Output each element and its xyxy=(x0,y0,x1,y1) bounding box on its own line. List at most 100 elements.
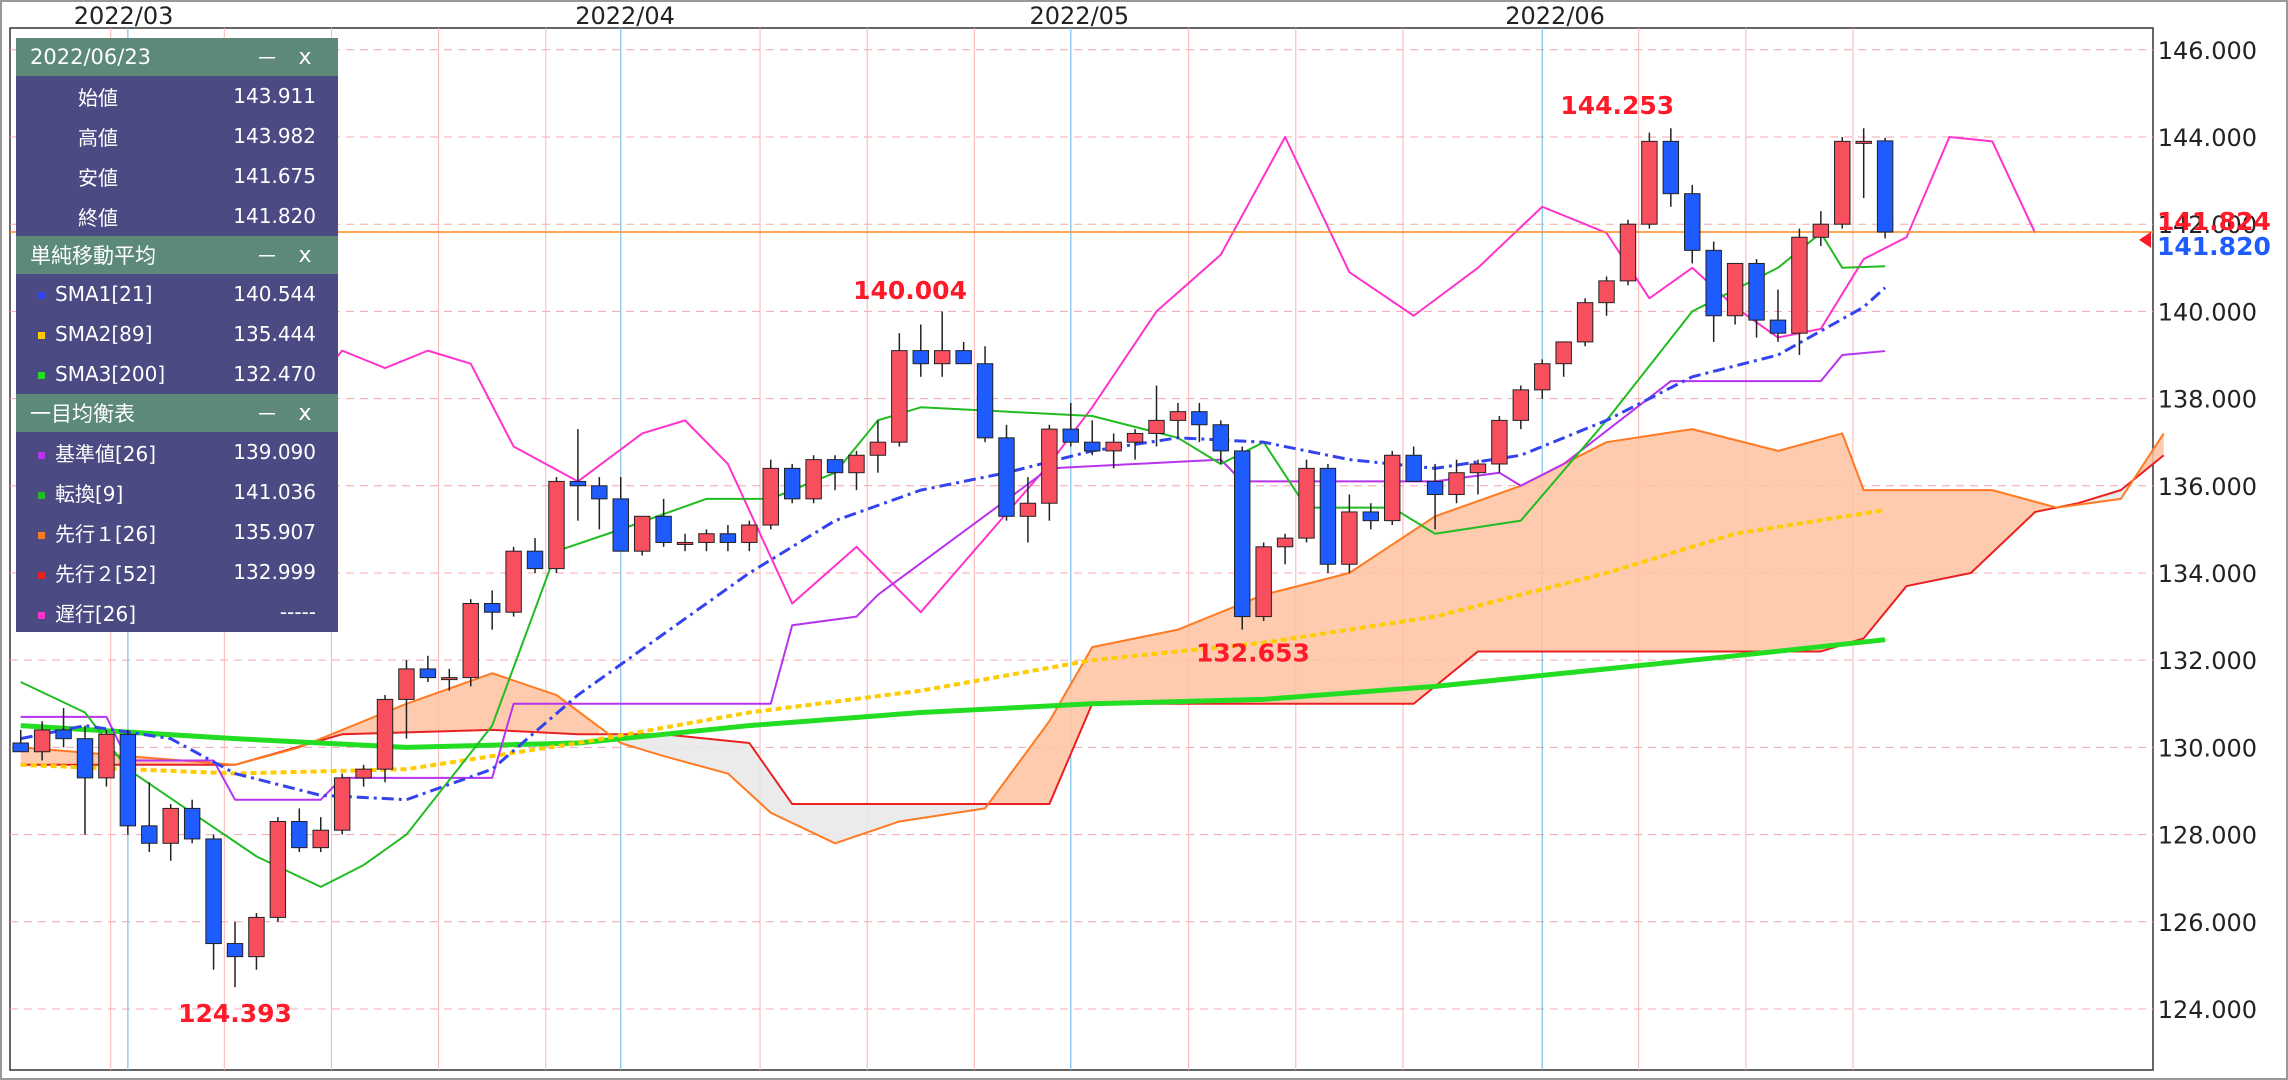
candle-up xyxy=(441,677,458,681)
candle-down xyxy=(119,733,137,827)
candle-up xyxy=(1469,463,1487,474)
ichimoku-row-senkou1: 先行１[26] 135.907 xyxy=(16,512,338,552)
sma89-line xyxy=(20,508,1886,776)
candle-up xyxy=(1791,236,1808,334)
close-button[interactable]: x xyxy=(298,242,312,268)
candle-up xyxy=(698,533,715,543)
price-annotation: 144.253 xyxy=(1560,91,1674,120)
candle-up xyxy=(848,454,865,474)
y-tick-label: 136.000 xyxy=(2158,473,2257,501)
ichimoku-panel-header: 一目均衡表 － x xyxy=(16,394,338,432)
candle-up xyxy=(1255,546,1272,618)
ohlc-value: 141.675 xyxy=(233,164,316,188)
candle-down xyxy=(826,459,844,474)
candle-up xyxy=(676,541,694,545)
candle-down xyxy=(483,602,501,613)
candle-down xyxy=(998,437,1015,517)
sma-label: SMA3[200] xyxy=(55,362,166,386)
candle-up xyxy=(933,350,951,365)
x-tick-label: 2022/06 xyxy=(1505,2,1605,30)
candle-up xyxy=(1148,419,1165,434)
ohlc-value: 141.820 xyxy=(233,204,316,228)
ohlc-row-low: 安値 141.675 xyxy=(16,156,338,196)
candle-down xyxy=(1662,140,1680,195)
candle-up xyxy=(312,829,329,849)
ichimoku-label: 基準値[26] xyxy=(55,441,157,466)
ichimoku-value: 132.999 xyxy=(233,560,316,584)
y-tick-label: 146.000 xyxy=(2158,37,2257,65)
candle-up xyxy=(33,729,51,753)
candle-down xyxy=(569,480,587,487)
ichimoku-value: 135.907 xyxy=(233,520,316,544)
candle-up xyxy=(1105,441,1122,452)
ohlc-label: 安値 xyxy=(78,165,118,190)
sma-value: 140.544 xyxy=(233,282,316,306)
candle-down xyxy=(591,485,608,500)
candle-up xyxy=(1512,389,1530,421)
y-tick-label: 140.000 xyxy=(2158,298,2257,326)
candle-up xyxy=(1555,341,1572,365)
candle-up xyxy=(741,524,758,543)
candle-down xyxy=(526,550,544,570)
sma-row-3: SMA3[200] 132.470 xyxy=(16,354,338,394)
candle-down xyxy=(1405,454,1422,482)
x-tick-label: 2022/03 xyxy=(74,2,174,30)
minimize-button[interactable]: － xyxy=(255,403,278,428)
candle-up xyxy=(1491,419,1508,465)
candle-up xyxy=(1812,223,1830,238)
minimize-button[interactable]: － xyxy=(255,47,278,72)
y-tick-label: 130.000 xyxy=(2158,734,2257,762)
y-tick-label: 138.000 xyxy=(2158,386,2257,414)
candle-down xyxy=(1684,193,1701,251)
sma-label: SMA2[89] xyxy=(55,322,153,346)
legend-marker-icon xyxy=(38,571,45,579)
price-marker-icon xyxy=(2139,231,2151,248)
candle-up xyxy=(1448,472,1465,496)
ichimoku-row-kijun: 基準値[26] 139.090 xyxy=(16,432,338,472)
legend-marker-icon xyxy=(38,451,45,459)
kijun-line xyxy=(20,350,1886,801)
legend-marker-icon xyxy=(38,292,45,299)
sma-value: 135.444 xyxy=(233,322,316,346)
ohlc-label: 高値 xyxy=(78,125,118,150)
candle-up xyxy=(1341,511,1358,565)
ichimoku-row-chikou: 遅行[26] ----- xyxy=(16,592,338,632)
candle-down xyxy=(1748,262,1765,321)
minimize-button[interactable]: － xyxy=(255,245,278,270)
candle-down xyxy=(141,825,158,844)
candle-up xyxy=(1598,280,1615,304)
legend-marker-icon xyxy=(38,372,45,379)
ichimoku-value: 139.090 xyxy=(233,440,316,464)
candle-down xyxy=(291,820,308,849)
sma-panel-header: 単純移動平均 － x xyxy=(16,236,338,274)
close-button[interactable]: x xyxy=(298,44,312,70)
candle-up xyxy=(376,698,394,770)
y-tick-label: 128.000 xyxy=(2158,822,2257,850)
sma-row-1: SMA1[21] 140.544 xyxy=(16,274,338,314)
candle-down xyxy=(912,350,929,365)
candle-down xyxy=(1705,249,1722,317)
ohlc-date: 2022/06/23 xyxy=(30,45,152,69)
candle-up xyxy=(1576,302,1594,343)
candle-up xyxy=(1726,262,1744,317)
candle-up xyxy=(869,441,887,456)
candle-down xyxy=(955,350,972,365)
candle-up xyxy=(1041,428,1058,504)
candle-up xyxy=(98,733,115,779)
ichimoku-label: 転換[9] xyxy=(55,481,124,506)
candle-down xyxy=(1876,140,1894,233)
ohlc-panel: 2022/06/23 － x 始値 143.911 高値 143.982 安値 141… xyxy=(16,38,338,632)
candle-up xyxy=(333,777,351,831)
candle-down xyxy=(783,467,801,500)
candle-up xyxy=(462,602,479,679)
x-tick-label: 2022/05 xyxy=(1030,2,1130,30)
candle-up xyxy=(805,459,822,500)
close-price-label: 141.820 xyxy=(2157,232,2271,261)
candle-down xyxy=(1191,411,1208,426)
candle-down xyxy=(1426,480,1444,496)
candle-down xyxy=(226,943,244,958)
legend-marker-icon xyxy=(38,531,45,539)
candle-up xyxy=(1855,140,1872,144)
close-button[interactable]: x xyxy=(298,400,312,426)
candle-up xyxy=(1019,502,1037,517)
